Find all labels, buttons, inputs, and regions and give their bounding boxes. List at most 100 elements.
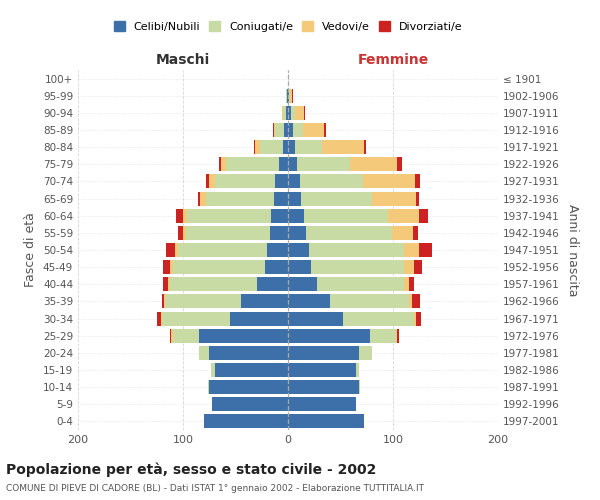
Bar xyxy=(288,328,397,342)
Bar xyxy=(288,294,409,308)
Bar xyxy=(270,226,288,240)
Bar xyxy=(288,192,419,205)
Bar xyxy=(288,158,403,172)
Bar xyxy=(212,398,288,411)
Bar xyxy=(163,260,288,274)
Bar xyxy=(200,192,288,205)
Bar xyxy=(286,88,288,102)
Bar xyxy=(204,414,288,428)
Bar xyxy=(254,140,288,154)
Bar xyxy=(212,398,288,411)
Bar xyxy=(288,312,343,326)
Bar xyxy=(288,312,414,326)
Text: Femmine: Femmine xyxy=(358,52,428,66)
Bar xyxy=(173,260,288,274)
Bar xyxy=(212,398,288,411)
Bar xyxy=(271,208,288,222)
Bar xyxy=(162,294,288,308)
Bar xyxy=(165,294,288,308)
Bar xyxy=(257,278,288,291)
Bar xyxy=(288,243,419,257)
Bar xyxy=(175,243,288,257)
Bar xyxy=(208,380,288,394)
Text: COMUNE DI PIEVE DI CADORE (BL) - Dati ISTAT 1° gennaio 2002 - Elaborazione TUTTI: COMUNE DI PIEVE DI CADORE (BL) - Dati IS… xyxy=(6,484,424,493)
Bar xyxy=(288,363,356,377)
Bar xyxy=(288,398,356,411)
Bar xyxy=(204,414,288,428)
Bar xyxy=(288,414,364,428)
Bar xyxy=(288,414,364,428)
Bar xyxy=(288,226,306,240)
Bar xyxy=(288,106,291,120)
Bar xyxy=(288,260,404,274)
Bar xyxy=(199,328,288,342)
Bar xyxy=(199,346,288,360)
Bar xyxy=(278,158,288,172)
Bar xyxy=(288,243,432,257)
Bar xyxy=(288,346,359,360)
Bar xyxy=(288,380,359,394)
Bar xyxy=(288,363,359,377)
Y-axis label: Anni di nascita: Anni di nascita xyxy=(566,204,579,296)
Bar xyxy=(226,158,288,172)
Bar xyxy=(288,208,428,222)
Bar xyxy=(288,414,364,428)
Bar xyxy=(283,140,288,154)
Bar xyxy=(286,106,288,120)
Bar xyxy=(288,346,372,360)
Bar xyxy=(275,174,288,188)
Bar xyxy=(288,226,413,240)
Bar xyxy=(170,278,288,291)
Bar xyxy=(163,278,288,291)
Bar xyxy=(288,226,418,240)
Bar xyxy=(170,328,288,342)
Bar xyxy=(288,363,359,377)
Bar xyxy=(187,208,288,222)
Bar xyxy=(288,380,361,394)
Bar xyxy=(209,380,288,394)
Bar xyxy=(230,312,288,326)
Bar xyxy=(199,346,288,360)
Bar xyxy=(288,328,400,342)
Bar xyxy=(178,226,288,240)
Bar xyxy=(288,192,301,205)
Bar xyxy=(288,278,414,291)
Bar xyxy=(178,243,288,257)
Bar xyxy=(288,106,304,120)
Bar xyxy=(162,312,288,326)
Bar xyxy=(288,192,416,205)
Bar xyxy=(172,328,288,342)
Bar xyxy=(288,363,359,377)
Bar xyxy=(288,88,292,102)
Bar xyxy=(288,260,311,274)
Bar xyxy=(288,243,404,257)
Bar xyxy=(288,158,298,172)
Bar xyxy=(209,346,288,360)
Bar xyxy=(288,243,309,257)
Bar xyxy=(211,363,288,377)
Bar xyxy=(211,363,288,377)
Bar xyxy=(288,312,421,326)
Bar xyxy=(288,294,420,308)
Bar xyxy=(183,226,288,240)
Bar xyxy=(288,208,388,222)
Bar xyxy=(288,226,392,240)
Bar xyxy=(284,123,288,137)
Bar xyxy=(215,363,288,377)
Bar xyxy=(288,398,356,411)
Bar xyxy=(221,158,288,172)
Bar xyxy=(288,106,295,120)
Bar xyxy=(288,328,370,342)
Y-axis label: Fasce di età: Fasce di età xyxy=(25,212,37,288)
Bar xyxy=(288,278,317,291)
Bar xyxy=(288,294,330,308)
Bar xyxy=(283,106,288,120)
Bar xyxy=(288,380,361,394)
Bar xyxy=(288,346,372,360)
Text: Popolazione per età, sesso e stato civile - 2002: Popolazione per età, sesso e stato civil… xyxy=(6,462,376,477)
Bar xyxy=(211,363,288,377)
Bar xyxy=(288,123,293,137)
Bar xyxy=(288,123,303,137)
Bar xyxy=(164,294,288,308)
Bar xyxy=(199,346,288,360)
